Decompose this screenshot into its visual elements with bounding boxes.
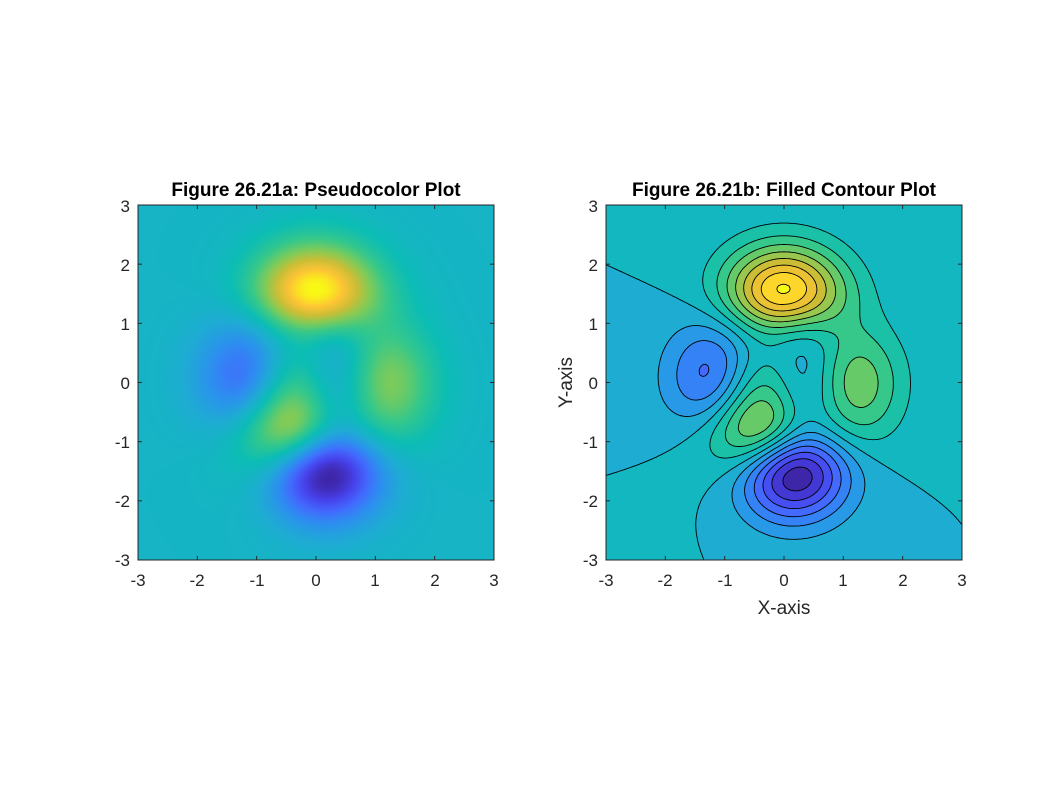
contour-line xyxy=(743,258,827,317)
y-tick-label: 3 xyxy=(121,197,130,216)
contour-line xyxy=(716,235,894,447)
x-tick-label: -1 xyxy=(717,571,732,590)
y-tick-label: -2 xyxy=(115,492,130,511)
x-tick-label: 0 xyxy=(311,571,320,590)
y-tick-label: 3 xyxy=(589,197,598,216)
contour-x-tick-labels: -3 -2 -1 0 1 2 3 xyxy=(598,571,966,590)
contour-line xyxy=(702,222,911,459)
y-tick-label: -2 xyxy=(583,492,598,511)
x-tick-label: -3 xyxy=(598,571,613,590)
y-tick-label: -1 xyxy=(115,433,130,452)
x-tick-label: 1 xyxy=(838,571,847,590)
contour-title: Figure 26.21b: Filled Contour Plot xyxy=(632,180,937,201)
contour-line xyxy=(751,264,818,312)
x-tick-label: 2 xyxy=(898,571,907,590)
x-tick-label: -2 xyxy=(189,571,204,590)
pseudocolor-title: Figure 26.21a: Pseudocolor Plot xyxy=(171,180,461,201)
x-tick-label: 3 xyxy=(957,571,966,590)
contour-y-tick-labels: -3 -2 -1 0 1 2 3 xyxy=(583,197,598,570)
x-tick-label: -1 xyxy=(249,571,264,590)
contour-line xyxy=(726,244,879,437)
y-tick-label: -1 xyxy=(583,433,598,452)
contour-line xyxy=(762,451,833,510)
x-tick-label: 3 xyxy=(489,571,498,590)
y-axis-label: Y-axis xyxy=(556,357,577,408)
filled-contour-plot: Figure 26.21b: Filled Contour Plot -3 -2… xyxy=(556,180,967,619)
x-axis-label: X-axis xyxy=(758,598,811,619)
contour-line xyxy=(676,340,852,527)
contour-line xyxy=(760,272,808,305)
contour-tick-marks xyxy=(605,204,963,561)
y-tick-label: 0 xyxy=(121,374,130,393)
contour-line xyxy=(657,325,866,540)
y-tick-label: 2 xyxy=(121,256,130,275)
y-tick-label: -3 xyxy=(583,551,598,570)
contour-line xyxy=(698,363,842,518)
contour-line xyxy=(782,466,813,492)
y-tick-label: 0 xyxy=(589,374,598,393)
contour-line xyxy=(605,264,963,561)
x-tick-label: -3 xyxy=(130,571,145,590)
contour-line xyxy=(771,458,824,501)
x-tick-label: 1 xyxy=(370,571,379,590)
y-tick-label: 2 xyxy=(589,256,598,275)
pseudocolor-tick-marks xyxy=(137,204,495,561)
contour-line xyxy=(776,283,791,295)
y-tick-label: -3 xyxy=(115,551,130,570)
pseudocolor-image xyxy=(138,205,494,560)
x-tick-label: -2 xyxy=(657,571,672,590)
x-tick-label: 0 xyxy=(779,571,788,590)
contour-line xyxy=(735,251,837,323)
pseudocolor-x-tick-labels: -3 -2 -1 0 1 2 3 xyxy=(130,571,498,590)
pseudocolor-plot: Figure 26.21a: Pseudocolor Plot -3 -2 -1… xyxy=(115,180,499,590)
pseudocolor-y-tick-labels: -3 -2 -1 0 1 2 3 xyxy=(115,197,130,570)
x-tick-label: 2 xyxy=(430,571,439,590)
y-tick-label: 1 xyxy=(121,315,130,334)
contour-lines xyxy=(605,222,963,561)
y-tick-label: 1 xyxy=(589,315,598,334)
